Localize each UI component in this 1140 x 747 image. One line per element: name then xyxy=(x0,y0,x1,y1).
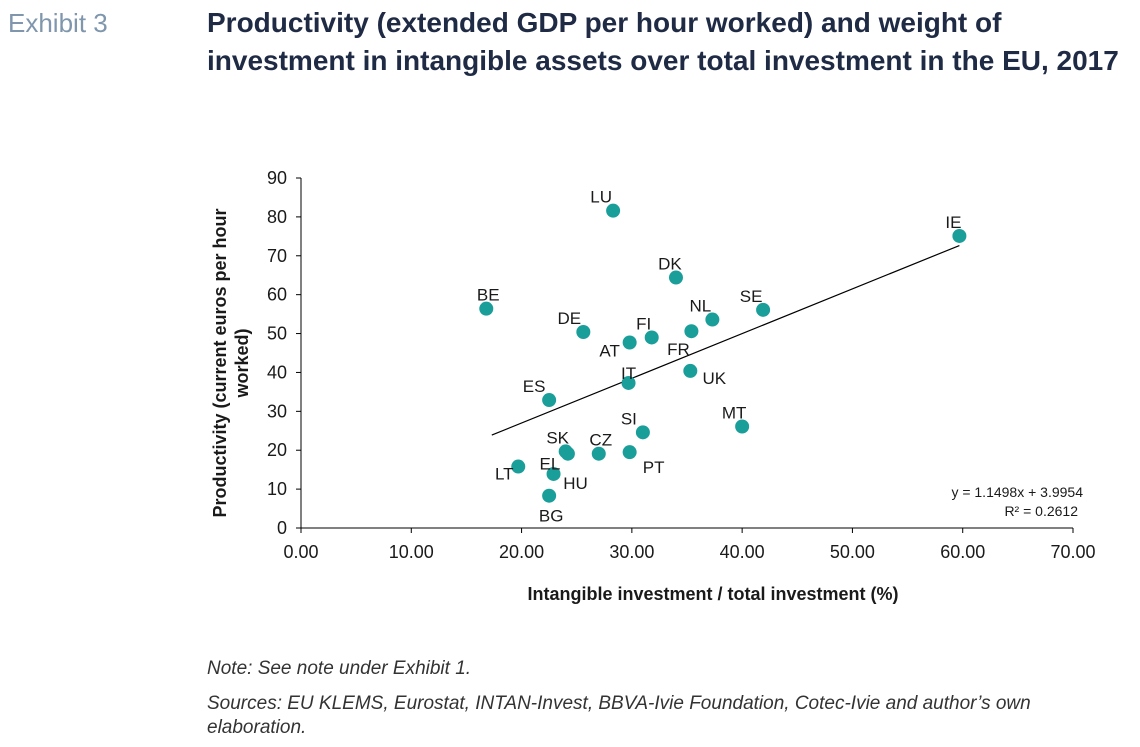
data-point-at xyxy=(622,335,637,350)
data-point-nl xyxy=(705,312,720,327)
trendline-r2: R² = 0.2612 xyxy=(1004,503,1078,519)
point-label-mt: MT xyxy=(722,404,747,423)
point-label-at: AT xyxy=(599,342,619,361)
x-tick-label: 60.00 xyxy=(940,542,985,562)
point-label-bg: BG xyxy=(539,507,564,526)
trendline-group xyxy=(491,244,960,436)
data-point-dk xyxy=(668,270,683,285)
trendline xyxy=(491,244,960,436)
data-point-fi xyxy=(644,330,659,345)
point-label-pt: PT xyxy=(643,458,665,477)
scatter-chart: 0.00 10.00 20.00 30.00 40.00 50.00 60.00 70.00 0… xyxy=(210,168,1096,604)
point-label-es: ES xyxy=(523,377,546,396)
y-tick-label: 80 xyxy=(267,207,287,227)
trendline-equation: y = 1.1498x + 3.9954 xyxy=(951,484,1083,500)
data-point-el xyxy=(560,446,575,461)
data-point-es xyxy=(542,393,557,408)
sources: Sources: EU KLEMS, Eurostat, INTAN-Inves… xyxy=(207,693,1031,738)
chart-title: Productivity (extended GDP per hour work… xyxy=(207,7,1119,76)
y-tick-label: 10 xyxy=(267,479,287,499)
x-tick-label: 70.00 xyxy=(1050,542,1095,562)
x-tick-label: 10.00 xyxy=(389,542,434,562)
x-tick-label: 30.00 xyxy=(609,542,654,562)
data-points xyxy=(479,203,967,503)
point-label-ie: IE xyxy=(945,213,961,232)
data-point-si xyxy=(635,425,650,440)
point-label-uk: UK xyxy=(702,369,726,388)
y-tick-label: 50 xyxy=(267,324,287,344)
note: Note: See note under Exhibit 1. xyxy=(207,658,472,679)
point-label-fi: FI xyxy=(636,314,651,333)
x-tick-label: 20.00 xyxy=(499,542,544,562)
point-label-se: SE xyxy=(740,287,763,306)
data-point-cz xyxy=(591,446,606,461)
data-point-fr xyxy=(684,324,699,339)
data-point-hu xyxy=(546,466,561,481)
axes xyxy=(296,177,1074,533)
exhibit-label: Exhibit 3 xyxy=(8,8,108,38)
point-label-sk: SK xyxy=(546,428,569,447)
data-point-lu xyxy=(606,203,621,218)
y-axis-label: Productivity (current euros per hour work… xyxy=(210,208,252,517)
y-tick-label: 30 xyxy=(267,401,287,421)
data-point-bg xyxy=(542,488,557,503)
point-label-fr: FR xyxy=(667,340,690,359)
y-tick-label: 90 xyxy=(267,168,287,188)
data-point-ie xyxy=(952,228,967,243)
y-tick-label: 60 xyxy=(267,285,287,305)
data-point-be xyxy=(479,301,494,316)
point-label-lt: LT xyxy=(495,465,514,484)
data-point-se xyxy=(756,302,771,317)
data-point-uk xyxy=(683,363,698,378)
data-point-pt xyxy=(622,445,637,460)
point-label-be: BE xyxy=(477,286,500,305)
point-label-lu: LU xyxy=(590,188,612,207)
point-label-nl: NL xyxy=(689,297,711,316)
point-label-it: IT xyxy=(621,364,636,383)
point-label-si: SI xyxy=(621,409,637,428)
y-tick-label: 40 xyxy=(267,362,287,382)
data-point-it xyxy=(621,375,636,390)
x-tick-label: 0.00 xyxy=(283,542,318,562)
x-tick-label: 40.00 xyxy=(720,542,765,562)
point-label-hu: HU xyxy=(563,474,588,493)
y-tick-label: 70 xyxy=(267,246,287,266)
y-tick-label: 0 xyxy=(277,518,287,538)
y-tick-label: 20 xyxy=(267,440,287,460)
point-label-el: EL xyxy=(539,455,560,474)
point-label-de: DE xyxy=(558,309,582,328)
point-label-dk: DK xyxy=(658,255,682,274)
x-tick-label: 50.00 xyxy=(830,542,875,562)
point-label-cz: CZ xyxy=(589,431,612,450)
data-point-lt xyxy=(511,459,526,474)
data-point-mt xyxy=(735,419,750,434)
point-labels: LU IE DK BE SE NL DE FR FI AT UK IT ES MT SI SK EL CZ PT LT… xyxy=(477,188,962,526)
tick-labels: 0.00 10.00 20.00 30.00 40.00 50.00 60.00 70.00 0… xyxy=(267,168,1096,562)
x-axis-label: Intangible investment / total investment… xyxy=(527,584,898,604)
data-point-de xyxy=(576,325,591,339)
